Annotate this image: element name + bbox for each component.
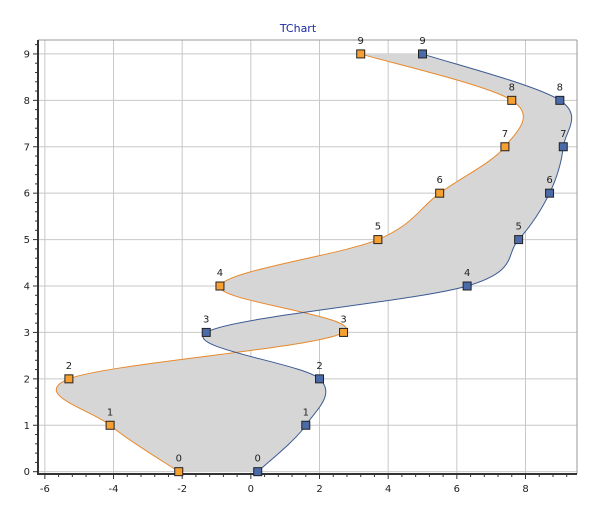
data-point-blue[interactable]: [555, 95, 565, 105]
data-label-orange: 0: [176, 454, 182, 465]
data-point-orange[interactable]: [105, 420, 115, 430]
data-label-orange: 4: [217, 268, 223, 279]
chart-title: TChart: [279, 22, 317, 35]
data-label-orange: 9: [358, 36, 364, 47]
data-point-orange[interactable]: [64, 374, 74, 384]
data-point-blue[interactable]: [462, 281, 472, 291]
data-point-orange[interactable]: [339, 327, 349, 337]
y-tick-label: 5: [24, 235, 30, 246]
data-point-blue[interactable]: [514, 235, 524, 245]
area-band: [56, 53, 572, 472]
x-tick-label: -4: [109, 484, 119, 495]
data-label-blue: 1: [303, 407, 309, 418]
data-point-orange[interactable]: [373, 235, 383, 245]
data-point-blue[interactable]: [301, 420, 311, 430]
data-label-orange: 7: [502, 129, 508, 140]
data-label-blue: 8: [557, 82, 563, 93]
data-label-orange: 3: [340, 314, 346, 325]
data-point-orange[interactable]: [215, 281, 225, 291]
data-label-orange: 1: [107, 407, 113, 418]
y-tick-label: 6: [24, 189, 30, 200]
data-point-blue[interactable]: [418, 49, 428, 59]
y-tick-label: 3: [24, 328, 30, 339]
data-label-blue: 2: [316, 361, 322, 372]
data-point-orange[interactable]: [507, 95, 517, 105]
x-tick-label: 0: [248, 484, 254, 495]
data-point-orange[interactable]: [174, 467, 184, 477]
area-fill: [56, 53, 572, 472]
data-label-blue: 9: [419, 36, 425, 47]
x-tick-label: -6: [40, 484, 50, 495]
data-point-blue[interactable]: [545, 188, 555, 198]
data-point-orange[interactable]: [435, 188, 445, 198]
x-tick-label: 6: [454, 484, 460, 495]
data-label-blue: 0: [255, 454, 261, 465]
data-point-blue[interactable]: [253, 467, 263, 477]
y-tick-label: 8: [24, 96, 30, 107]
data-label-blue: 5: [515, 222, 521, 233]
y-tick-label: 1: [24, 421, 30, 432]
data-label-blue: 6: [546, 175, 552, 186]
y-tick-label: 0: [24, 467, 30, 478]
data-point-blue[interactable]: [201, 327, 211, 337]
data-point-blue[interactable]: [315, 374, 325, 384]
data-label-blue: 4: [464, 268, 470, 279]
data-point-orange[interactable]: [500, 142, 510, 152]
y-tick-label: 4: [24, 282, 30, 293]
point-labels-layer: 0 1 2 3 4 5 6 7 8 9 0 1 2 3 4 5 6 7 8 9: [66, 36, 567, 465]
markers-layer: [64, 49, 568, 477]
data-label-blue: 3: [203, 314, 209, 325]
data-point-orange[interactable]: [356, 49, 366, 59]
data-label-orange: 2: [66, 361, 72, 372]
y-tick-label: 7: [24, 142, 30, 153]
data-label-blue: 7: [560, 129, 566, 140]
data-label-orange: 5: [375, 222, 381, 233]
data-point-blue[interactable]: [558, 142, 568, 152]
x-tick-label: 2: [316, 484, 322, 495]
x-tick-label: 4: [385, 484, 391, 495]
x-tick-label: 8: [522, 484, 528, 495]
data-label-orange: 8: [509, 82, 515, 93]
data-label-orange: 6: [436, 175, 442, 186]
axes: 0 1 2 3 4 5 6 7 8 9 -6 -4 -2 0 2 4 6 8: [24, 39, 578, 495]
y-tick-label: 9: [24, 49, 30, 60]
y-tick-label: 2: [24, 374, 30, 385]
x-tick-label: -2: [177, 484, 187, 495]
